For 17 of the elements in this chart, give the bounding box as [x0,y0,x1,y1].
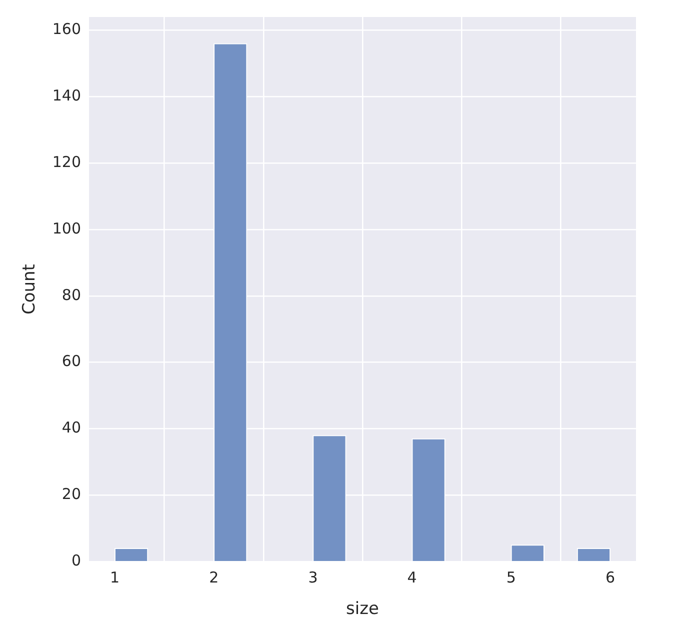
x-tick-label: 4 [407,568,417,586]
x-tick-label: 6 [605,568,616,586]
y-tick-label: 160 [52,20,82,38]
y-tick-label: 40 [62,418,82,437]
x-tick-label: 5 [506,568,516,586]
x-tick-label: 2 [209,568,219,586]
y-axis-title: Count [20,264,40,315]
x-tick-label: 1 [110,568,120,586]
y-tick-label: 100 [52,219,82,238]
x-tick-label: 3 [308,568,318,586]
y-tick-label: 80 [62,286,82,304]
y-tick-label: 120 [52,153,82,172]
y-tick-label: 0 [71,551,82,570]
y-tick-label: 140 [52,86,82,105]
y-tick-label: 20 [62,485,82,504]
x-axis-title: size [346,599,379,620]
y-tick-label: 60 [62,352,82,370]
